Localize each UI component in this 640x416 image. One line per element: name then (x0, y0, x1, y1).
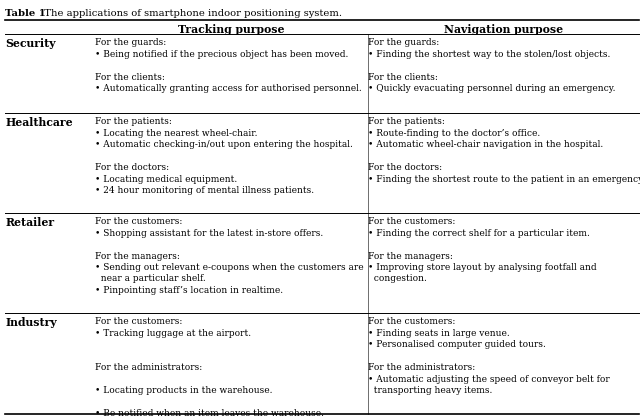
Text: For the patients:
• Route-finding to the doctor’s office.
• Automatic wheel-chai: For the patients: • Route-finding to the… (368, 117, 640, 183)
Text: For the guards:
• Being notified if the precious object has been moved.

For the: For the guards: • Being notified if the … (95, 38, 362, 93)
Text: Table 1: Table 1 (5, 9, 46, 18)
Text: The applications of smartphone indoor positioning system.: The applications of smartphone indoor po… (38, 9, 342, 18)
Text: For the customers:
• Finding seats in large venue.
• Personalised computer guide: For the customers: • Finding seats in la… (368, 317, 610, 395)
Text: Navigation purpose: Navigation purpose (444, 24, 563, 35)
Text: For the customers:
• Finding the correct shelf for a particular item.

For the m: For the customers: • Finding the correct… (368, 217, 596, 283)
Text: For the customers:
• Tracking luggage at the airport.


For the administrators:
: For the customers: • Tracking luggage at… (95, 317, 324, 416)
Text: Retailer: Retailer (5, 217, 54, 228)
Text: Healthcare: Healthcare (5, 117, 73, 128)
Text: For the customers:
• Shopping assistant for the latest in-store offers.

For the: For the customers: • Shopping assistant … (95, 217, 364, 295)
Text: Security: Security (5, 38, 56, 49)
Text: For the patients:
• Locating the nearest wheel-chair.
• Automatic checking-in/ou: For the patients: • Locating the nearest… (95, 117, 353, 195)
Text: For the guards:
• Finding the shortest way to the stolen/lost objects.

For the : For the guards: • Finding the shortest w… (368, 38, 616, 93)
Text: Tracking purpose: Tracking purpose (178, 24, 285, 35)
Text: Industry: Industry (5, 317, 57, 328)
